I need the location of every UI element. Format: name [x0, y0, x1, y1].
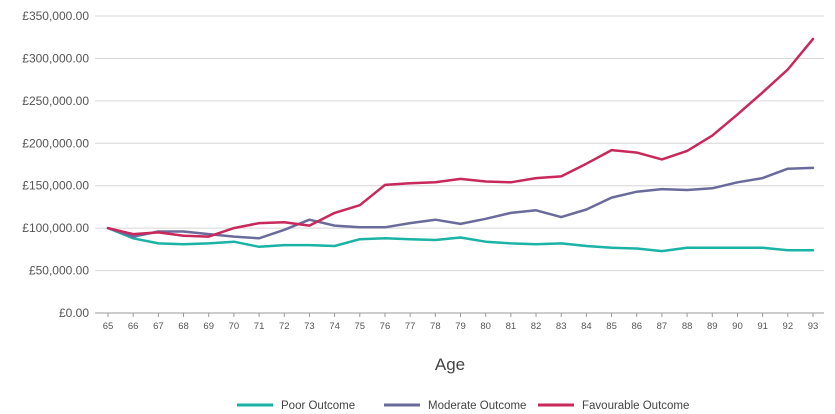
x-tick-label: 87 — [657, 321, 668, 332]
legend-label-favourable-outcome: Favourable Outcome — [582, 400, 689, 412]
x-tick-label: 89 — [707, 321, 718, 332]
x-tick-label: 69 — [203, 321, 214, 332]
x-tick-label: 92 — [783, 321, 794, 332]
x-tick-label: 80 — [480, 321, 491, 332]
gridlines — [95, 15, 824, 314]
y-tick-label: £300,000.00 — [22, 51, 89, 65]
x-tick-label: 74 — [329, 321, 340, 332]
x-tick-label: 84 — [581, 321, 592, 332]
y-tick-label: £0.00 — [59, 306, 89, 320]
x-tick-label: 85 — [606, 321, 617, 332]
x-tick-label: 76 — [380, 321, 391, 332]
x-tick-label: 88 — [682, 321, 693, 332]
x-tick-label: 67 — [153, 321, 164, 332]
x-tick-label: 65 — [103, 321, 114, 332]
x-tick-label: 86 — [631, 321, 642, 332]
x-tick-label: 78 — [430, 321, 441, 332]
x-axis-label: Age — [435, 355, 465, 374]
series-lines — [106, 37, 815, 253]
y-tick-label: £100,000.00 — [22, 221, 89, 235]
y-axis-ticks: £0.00 £50,000.00 £100,000.00 £150,000.00 £20… — [22, 9, 89, 320]
y-tick-label: £50,000.00 — [29, 264, 89, 278]
x-tick-label: 68 — [178, 321, 189, 332]
x-tick-label: 73 — [304, 321, 315, 332]
y-tick-label: £150,000.00 — [22, 179, 89, 193]
y-tick-label: £250,000.00 — [22, 94, 89, 108]
x-tick-label: 91 — [757, 321, 768, 332]
x-tick-label: 83 — [556, 321, 567, 332]
series-line-favourable-outcome — [106, 37, 815, 238]
x-tick-label: 66 — [128, 321, 139, 332]
legend-label-moderate-outcome: Moderate Outcome — [428, 400, 526, 412]
y-tick-label: £350,000.00 — [22, 9, 89, 23]
x-tick-label: 82 — [531, 321, 542, 332]
x-tick-label: 90 — [732, 321, 743, 332]
x-tick-label: 93 — [808, 321, 819, 332]
x-tick-label: 77 — [405, 321, 416, 332]
series-line-moderate-outcome — [106, 166, 815, 240]
x-tick-label: 71 — [254, 321, 265, 332]
x-tick-label: 81 — [506, 321, 517, 332]
legend: Poor Outcome Moderate Outcome Favourable O… — [237, 400, 689, 412]
x-tick-label: 79 — [455, 321, 466, 332]
series-line-poor-outcome — [106, 226, 815, 253]
legend-label-poor-outcome: Poor Outcome — [281, 400, 355, 412]
x-tick-label: 72 — [279, 321, 290, 332]
x-tick-label: 75 — [354, 321, 365, 332]
x-tick-label: 70 — [229, 321, 240, 332]
x-axis-ticks: 65 66 67 68 69 70 71 72 73 74 75 76 77 78 79 80 81 82 83 84… — [103, 313, 819, 332]
y-tick-label: £200,000.00 — [22, 136, 89, 150]
